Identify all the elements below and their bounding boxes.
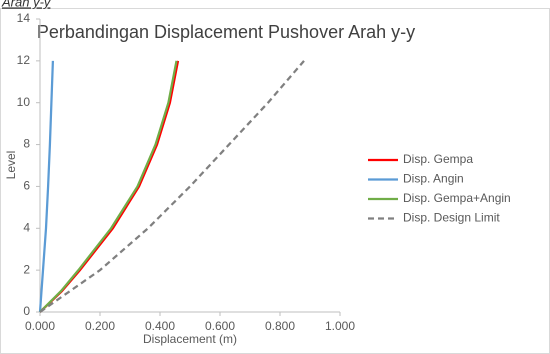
y-tick-label: 2 [23,262,30,276]
chart-title: Perbandingan Displacement Pushover Arah … [37,22,415,42]
y-tick-label: 12 [17,53,31,67]
legend-label: Disp. Gempa [403,152,473,166]
y-tick-label: 8 [23,137,30,151]
legend-label: Disp. Gempa+Angin [403,191,511,205]
x-tick-label: 0.000 [25,319,55,333]
y-axis-label: Level [4,151,18,180]
y-tick-label: 10 [17,95,31,109]
series-line [39,60,305,313]
series-line [39,60,178,313]
x-axis-label: Displacement (m) [143,332,237,346]
chart-border [0,8,550,354]
x-tick-label: 0.400 [145,319,175,333]
page-heading: Arah y-y [1,0,52,9]
y-tick-label: 6 [23,179,30,193]
y-tick-label: 4 [23,220,30,234]
y-tick-label: 0 [23,304,30,318]
x-tick-label: 0.600 [205,319,235,333]
legend-label: Disp. Angin [403,172,464,186]
x-tick-label: 0.200 [85,319,115,333]
x-tick-label: 1.000 [325,319,355,333]
series-line [38,60,55,313]
y-tick-label: 14 [17,11,31,25]
series-line [39,60,180,313]
x-tick-label: 0.800 [265,319,295,333]
legend-label: Disp. Design Limit [403,211,500,225]
